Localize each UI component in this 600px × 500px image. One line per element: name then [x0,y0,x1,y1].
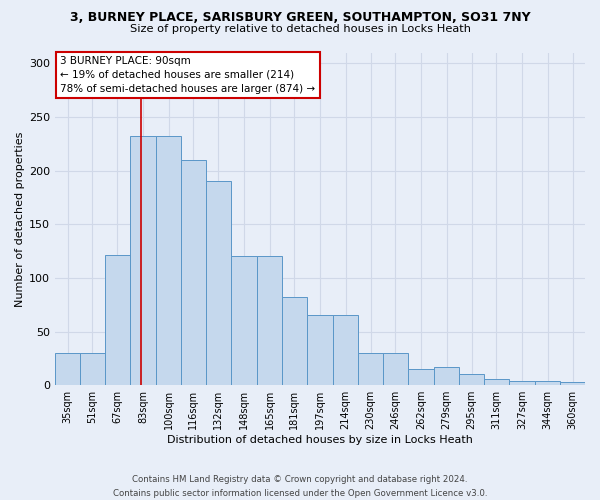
Bar [434,367,459,385]
Bar [80,353,105,385]
Bar [459,374,484,385]
Bar [358,353,383,385]
Text: Contains HM Land Registry data © Crown copyright and database right 2024.
Contai: Contains HM Land Registry data © Crown c… [113,476,487,498]
Y-axis label: Number of detached properties: Number of detached properties [15,131,25,306]
Bar [408,369,434,385]
Bar [257,256,282,385]
Bar [231,256,257,385]
Text: 3 BURNEY PLACE: 90sqm
← 19% of detached houses are smaller (214)
78% of semi-det: 3 BURNEY PLACE: 90sqm ← 19% of detached … [61,56,316,94]
Bar [560,382,585,385]
Text: 3, BURNEY PLACE, SARISBURY GREEN, SOUTHAMPTON, SO31 7NY: 3, BURNEY PLACE, SARISBURY GREEN, SOUTHA… [70,11,530,24]
Bar [282,297,307,385]
Bar [383,353,408,385]
Bar [181,160,206,385]
Bar [333,316,358,385]
Bar [307,316,333,385]
Bar [535,381,560,385]
Text: Size of property relative to detached houses in Locks Heath: Size of property relative to detached ho… [130,24,470,34]
Bar [509,381,535,385]
Bar [156,136,181,385]
Bar [484,379,509,385]
Bar [105,256,130,385]
Bar [130,136,156,385]
Bar [55,353,80,385]
Bar [206,182,231,385]
X-axis label: Distribution of detached houses by size in Locks Heath: Distribution of detached houses by size … [167,435,473,445]
